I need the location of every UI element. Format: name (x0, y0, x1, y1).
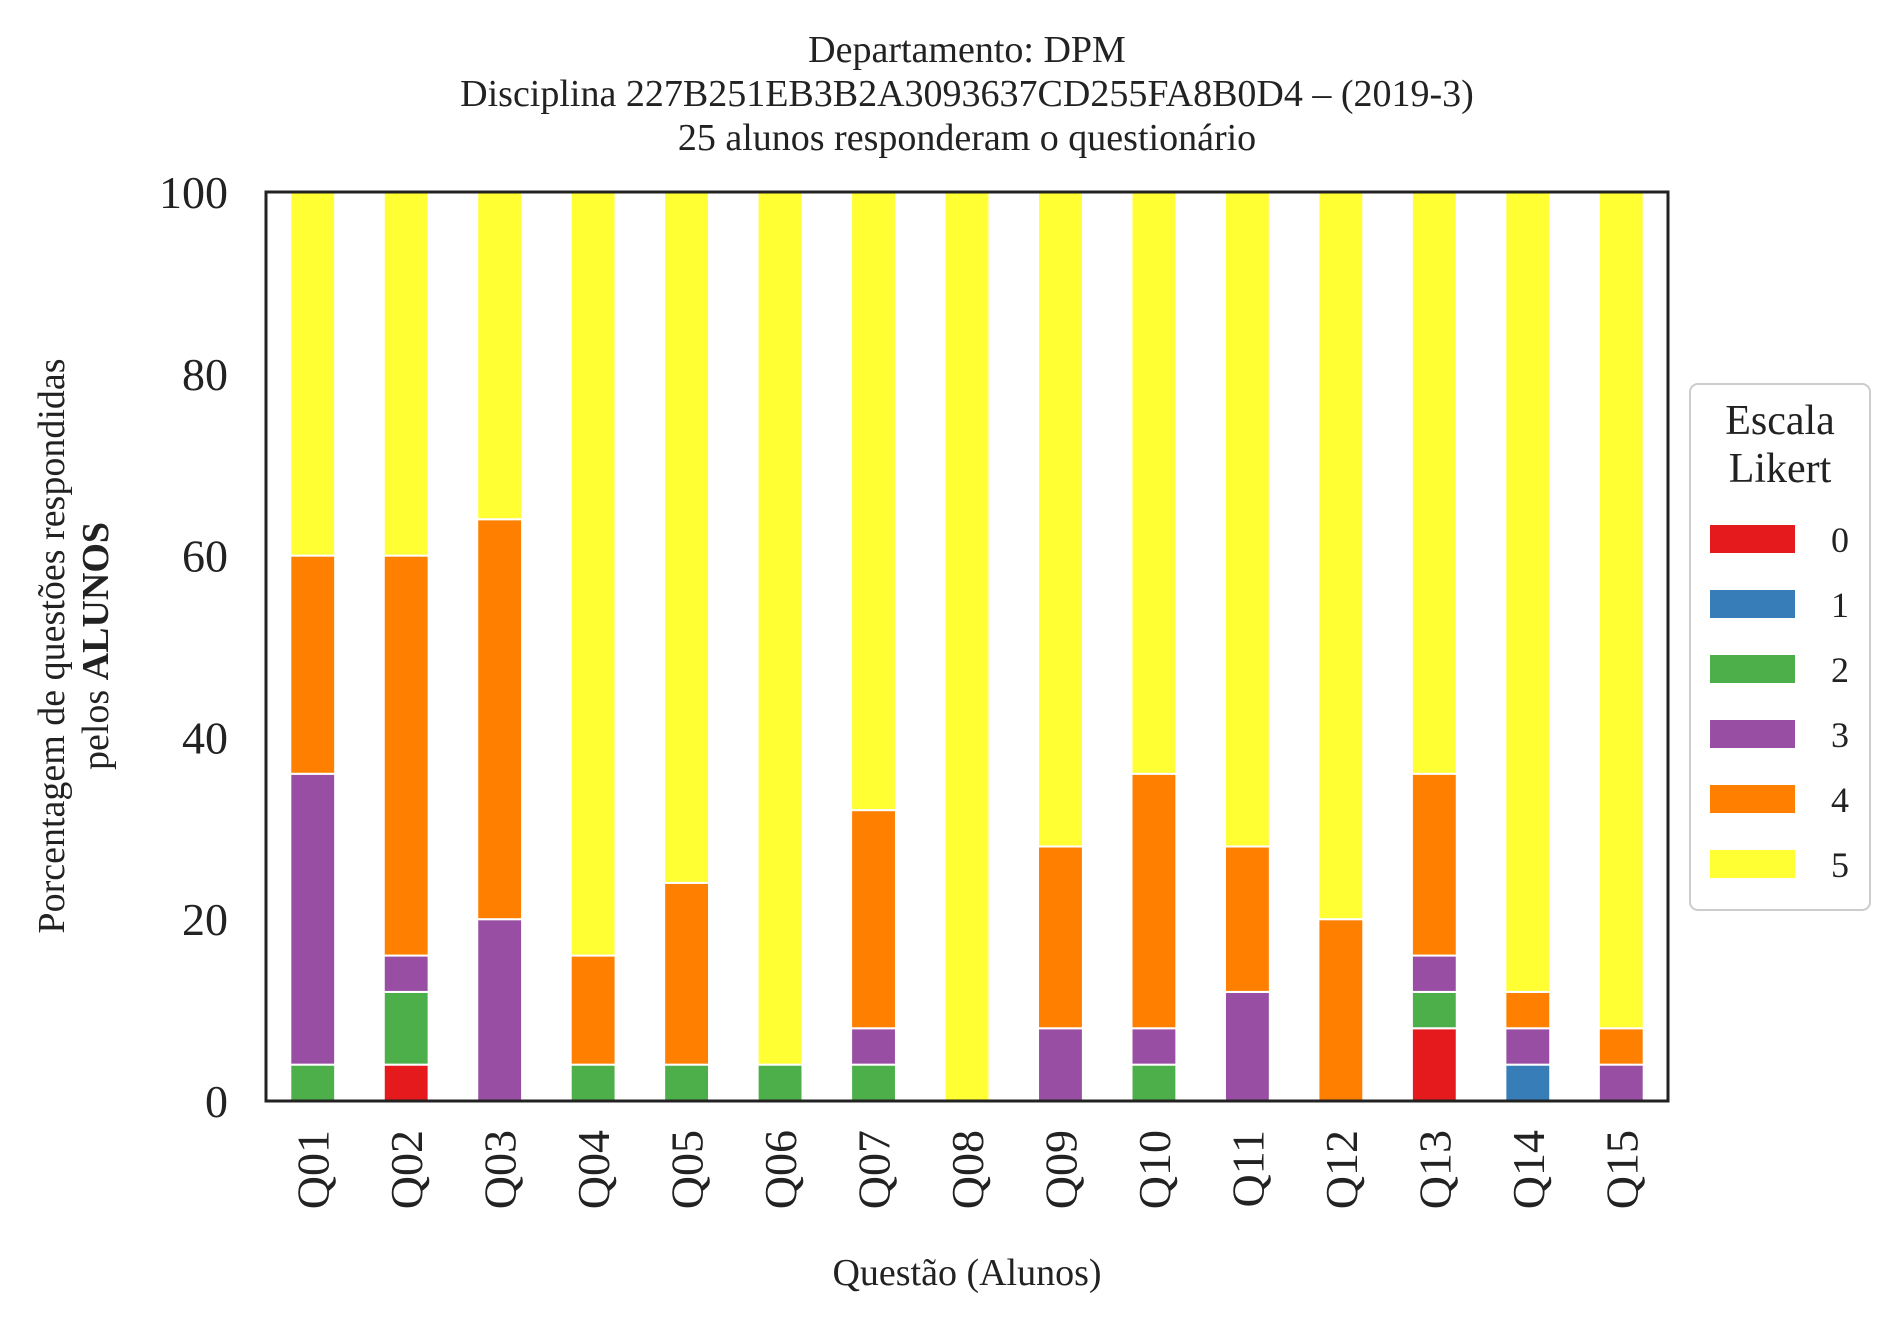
bar-Q06-likert-2 (756, 1063, 804, 1103)
title-line-3: 25 alunos responderam o questionário (678, 117, 1256, 159)
legend-box (1689, 383, 1871, 911)
legend-label-0: 0 (1831, 520, 1849, 560)
bar-Q15-likert-4 (1597, 1027, 1645, 1066)
bar-Q11-likert-3 (1223, 990, 1271, 1102)
legend-label-5: 5 (1831, 845, 1849, 885)
legend-label-2: 2 (1831, 650, 1849, 690)
bar-Q07-likert-5 (850, 191, 897, 812)
bar-Q07-likert-2 (850, 1063, 897, 1103)
bar-Q04-likert-5 (569, 191, 617, 957)
x-tick-label: Q08 (942, 1130, 993, 1209)
bar-Q13-likert-3 (1410, 954, 1458, 993)
bar-Q14-likert-3 (1504, 1027, 1552, 1066)
bar-Q14-likert-5 (1504, 191, 1552, 993)
bar-Q02-likert-2 (382, 990, 430, 1066)
legend-swatch-4 (1710, 785, 1795, 813)
title-line-2: Disciplina 227B251EB3B2A3093637CD255FA8B… (460, 73, 1474, 115)
y-tick-label: 60 (182, 531, 228, 582)
legend-swatch-3 (1710, 720, 1795, 748)
bar-Q10-likert-2 (1130, 1063, 1178, 1103)
bar-Q10-likert-3 (1130, 1027, 1178, 1066)
legend-label-1: 1 (1831, 585, 1849, 625)
x-tick-label: Q12 (1316, 1130, 1367, 1209)
legend-label-3: 3 (1831, 715, 1849, 755)
bar-Q02-likert-3 (382, 954, 430, 993)
bar-Q13-likert-5 (1410, 191, 1458, 775)
y-axis-label: Porcentagem de questões respondidas pelo… (31, 358, 117, 933)
x-tick-label: Q10 (1129, 1130, 1180, 1209)
bar-Q08-likert-5 (943, 191, 991, 1102)
y-tick-label: 20 (182, 894, 228, 945)
x-axis: Q01 Q02 Q03 Q04 Q05 Q06 Q07 Q08 Q09 Q10 Q11 Q12 Q13 Q… (288, 1130, 1648, 1209)
bar-Q07-likert-3 (850, 1027, 897, 1066)
bars-group (289, 191, 1645, 1103)
legend-swatch-2 (1710, 655, 1795, 683)
x-tick-label: Q05 (662, 1130, 713, 1209)
bar-Q13-likert-2 (1410, 990, 1458, 1030)
x-tick-label: Q11 (1222, 1130, 1273, 1208)
y-axis-label-line2: pelos ALUNOS (75, 522, 117, 770)
bar-Q07-likert-4 (850, 809, 897, 1030)
x-tick-label: Q15 (1596, 1130, 1647, 1209)
bar-Q01-likert-4 (289, 554, 337, 775)
plot-frame (264, 190, 1670, 1103)
y-axis-label-line1: Porcentagem de questões respondidas (31, 358, 73, 933)
legend-swatch-1 (1710, 590, 1795, 618)
x-tick-label: Q04 (568, 1130, 619, 1209)
bar-Q10-likert-4 (1130, 772, 1178, 1030)
y-tick-label: 0 (205, 1076, 228, 1127)
bar-Q03-likert-3 (476, 918, 524, 1103)
y-tick-label: 100 (159, 167, 228, 218)
bar-Q02-likert-0 (382, 1063, 430, 1103)
bar-Q03-likert-5 (476, 191, 524, 521)
legend-label-4: 4 (1831, 780, 1849, 820)
x-tick-label: Q02 (381, 1130, 432, 1209)
bar-Q04-likert-2 (569, 1063, 617, 1103)
bar-Q14-likert-1 (1504, 1063, 1552, 1103)
bar-Q09-likert-5 (1037, 191, 1084, 848)
x-tick-label: Q14 (1503, 1130, 1554, 1209)
bar-Q01-likert-2 (289, 1063, 337, 1103)
bar-Q15-likert-3 (1597, 1063, 1645, 1103)
x-tick-label: Q09 (1035, 1130, 1086, 1209)
y-tick-label: 80 (182, 349, 228, 400)
bar-Q05-likert-4 (663, 881, 711, 1066)
bar-Q02-likert-4 (382, 554, 430, 957)
y-tick-label: 40 (182, 712, 228, 763)
x-tick-label: Q13 (1409, 1130, 1460, 1209)
bar-Q12-likert-4 (1317, 918, 1365, 1103)
x-tick-label: Q07 (849, 1130, 900, 1209)
legend-title-line-2: Likert (1729, 446, 1832, 492)
bar-Q13-likert-4 (1410, 772, 1458, 957)
bar-Q11-likert-5 (1223, 191, 1271, 848)
bar-Q05-likert-5 (663, 191, 711, 884)
bar-Q02-likert-5 (382, 191, 430, 557)
legend-title-line-1: Escala (1725, 398, 1835, 444)
bar-Q12-likert-5 (1317, 191, 1365, 921)
bar-Q01-likert-5 (289, 191, 337, 557)
bar-Q09-likert-4 (1037, 845, 1084, 1030)
legend-swatch-5 (1710, 850, 1795, 878)
bar-Q04-likert-4 (569, 954, 617, 1066)
legend-swatch-0 (1710, 525, 1795, 553)
x-axis-label: Questão (Alunos) (832, 1252, 1101, 1294)
bar-Q06-likert-5 (756, 191, 804, 1066)
bar-Q03-likert-4 (476, 518, 524, 921)
bar-Q14-likert-4 (1504, 990, 1552, 1030)
bar-Q10-likert-5 (1130, 191, 1178, 775)
x-tick-label: Q03 (475, 1130, 526, 1209)
bar-Q05-likert-2 (663, 1063, 711, 1103)
bar-Q09-likert-3 (1037, 1027, 1084, 1103)
bar-Q15-likert-5 (1597, 191, 1645, 1030)
x-tick-label: Q01 (288, 1130, 339, 1209)
bar-Q01-likert-3 (289, 772, 337, 1066)
bar-Q11-likert-4 (1223, 845, 1271, 993)
title-line-1: Departamento: DPM (808, 29, 1126, 71)
x-tick-label: Q06 (755, 1130, 806, 1209)
y-axis: 0 20 40 60 80 100 (159, 167, 228, 1127)
bar-Q13-likert-0 (1410, 1027, 1458, 1103)
